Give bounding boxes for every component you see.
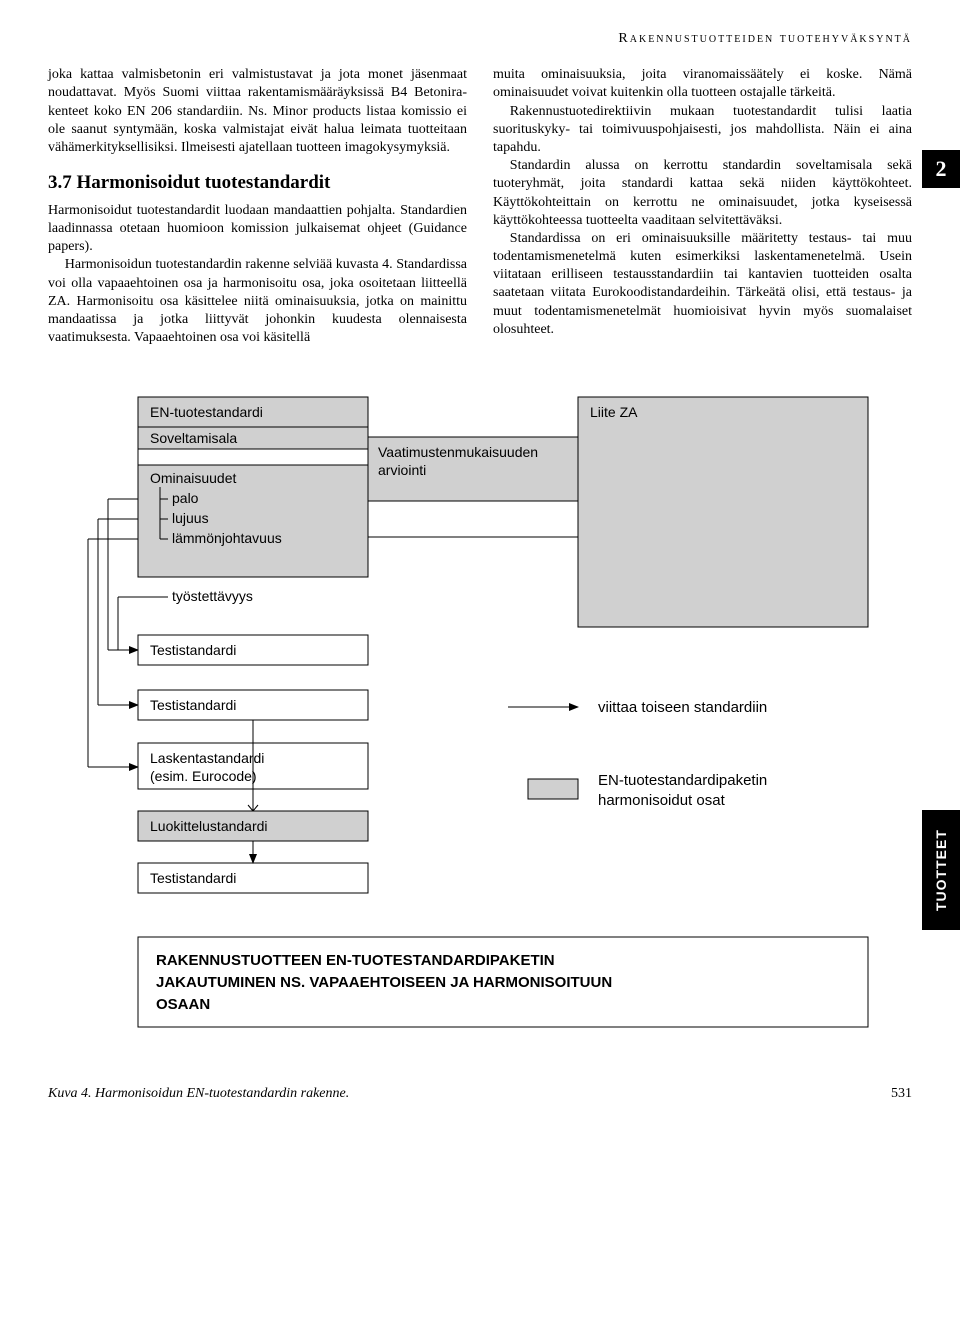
label-eurocode: (esim. Eurocode)	[150, 768, 257, 784]
label-testistandardi-3: Testistandardi	[150, 870, 236, 886]
label-lammonjohtavuus: lämmönjohtavuus	[172, 530, 282, 546]
label-laskentastandardi: Laskentastandardi	[150, 750, 264, 766]
label-palo: palo	[172, 490, 199, 506]
caption-title-l3: OSAAN	[156, 996, 210, 1013]
running-header: Rakennustuotteiden tuotehyväksyntä	[48, 30, 912, 48]
caption-title-l2: JAKAUTUMINEN NS. VAPAAEHTOISEEN JA HARMO…	[156, 974, 612, 991]
legend-viittaa: viittaa toiseen standardiin	[598, 699, 767, 716]
body-paragraph: joka kattaa valmisbetonin eri valmistust…	[48, 66, 467, 157]
label-tyostettavyys: työstettävyys	[172, 588, 253, 604]
label-lujuus: lujuus	[172, 510, 209, 526]
body-paragraph: Rakennustuotedirektiivin mukaan tuotesta…	[493, 103, 912, 158]
body-paragraph: Harmonisoidut tuotestandardit luodaan ma…	[48, 202, 467, 257]
body-paragraph: Standardissa on eri ominaisuuksille määr…	[493, 230, 912, 339]
column-right: muita ominaisuuksia, joita viranomaissää…	[493, 66, 912, 347]
label-soveltamisala: Soveltamisala	[150, 430, 237, 446]
legend-harmonisoidut-2: harmonisoidut osat	[598, 792, 726, 809]
caption-title-l1: RAKENNUSTUOTTEEN EN-TUOTESTANDARDIPAKETI…	[156, 952, 555, 969]
label-arviointi: arviointi	[378, 462, 426, 478]
side-tab-tuotteet: TUOTTEET	[922, 810, 960, 930]
diagram-figure-4: Liite ZA EN-tuotestandardi Soveltamisala…	[68, 387, 892, 1057]
body-paragraph: Harmonisoidun tuotestandardin rakenne se…	[48, 256, 467, 347]
diagram-svg: Liite ZA EN-tuotestandardi Soveltamisala…	[68, 387, 888, 1057]
footer: Kuva 4. Harmonisoidun EN-tuotestandardin…	[48, 1085, 912, 1103]
section-heading-3-7: 3.7 Harmonisoidut tuotestandardit	[48, 171, 467, 196]
page-root: Rakennustuotteiden tuotehyväksyntä 2 TUO…	[0, 0, 960, 1134]
page-number: 531	[891, 1085, 912, 1103]
label-liite-za: Liite ZA	[590, 404, 638, 420]
label-ominaisuudet: Ominaisuudet	[150, 470, 236, 486]
label-vaatimustenmukaisuuden: Vaatimustenmukaisuuden	[378, 444, 538, 460]
label-en-tuotestandardi: EN-tuotestandardi	[150, 404, 263, 420]
label-luokittelustandardi: Luokittelustandardi	[150, 818, 268, 834]
label-testistandardi-1: Testistandardi	[150, 642, 236, 658]
body-paragraph: Standardin alussa on kerrottu standardin…	[493, 157, 912, 230]
legend-harmonisoidut-1: EN-tuotestandardipaketin	[598, 772, 767, 789]
text-columns: joka kattaa valmisbetonin eri valmistust…	[48, 66, 912, 347]
column-left: joka kattaa valmisbetonin eri valmistust…	[48, 66, 467, 347]
section-number-badge: 2	[922, 150, 960, 188]
label-testistandardi-2: Testistandardi	[150, 697, 236, 713]
figure-caption: Kuva 4. Harmonisoidun EN-tuotestandardin…	[48, 1085, 349, 1103]
body-paragraph: muita ominaisuuksia, joita viranomaissää…	[493, 66, 912, 102]
